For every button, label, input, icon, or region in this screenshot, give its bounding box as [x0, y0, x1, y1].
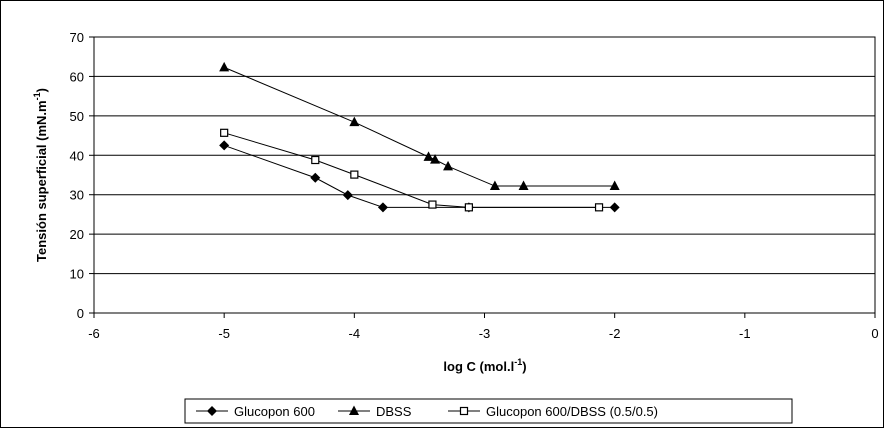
x-tick-label: -2 [609, 326, 621, 341]
data-point [349, 116, 360, 127]
series-line [224, 132, 600, 208]
y-tick-label: 70 [70, 30, 84, 45]
y-tick-label: 60 [70, 69, 84, 84]
x-tick-label: -3 [479, 326, 491, 341]
data-point [423, 151, 434, 161]
data-point [594, 203, 604, 212]
data-point [219, 61, 230, 72]
data-point [443, 160, 454, 171]
y-tick-label: 40 [70, 148, 84, 163]
x-tick-label: -1 [739, 326, 751, 341]
square-marker [459, 406, 469, 416]
y-tick-label: 30 [70, 188, 84, 203]
legend-item: DBSS [338, 404, 412, 419]
x-tick-label: -5 [218, 326, 230, 341]
y-tick-label: 20 [70, 227, 84, 242]
data-point [489, 180, 500, 191]
x-tick-label: -6 [88, 326, 100, 341]
y-tick-label: 10 [70, 267, 84, 282]
y-tick-label: 0 [77, 306, 84, 321]
data-point [609, 202, 620, 213]
data-point [464, 203, 473, 212]
legend-label: DBSS [376, 404, 412, 419]
data-point [219, 140, 230, 151]
y-axis-title: Tensión superficial (mN.m-1) [32, 88, 49, 262]
data-point [220, 128, 229, 137]
legend-item: Glucopon 600 [196, 404, 315, 419]
legend-item: Glucopon 600/DBSS (0.5/0.5) [448, 404, 658, 419]
triangle-marker [349, 405, 359, 415]
series-1 [219, 140, 620, 213]
data-point [430, 154, 441, 164]
data-point [311, 155, 320, 165]
series-group [219, 61, 620, 213]
data-point [609, 180, 620, 191]
data-point [342, 190, 353, 201]
x-tick-label: 0 [871, 326, 878, 341]
diamond-marker [207, 406, 217, 416]
axes: 0 10 20 30 40 50 60 70 -6 -5 -4 -3 -2 -1 0 [70, 30, 879, 341]
data-point [350, 170, 359, 179]
data-point [428, 200, 437, 209]
plot-area [93, 36, 876, 314]
series-2 [219, 61, 620, 191]
legend-label: Glucopon 600/DBSS (0.5/0.5) [486, 404, 658, 419]
data-point [518, 180, 529, 191]
y-tick-label: 50 [70, 109, 84, 124]
grid-lines [94, 75, 875, 275]
legend: Glucopon 600 DBSS Glucopon 600/DBSS (0.5/0… [196, 404, 658, 419]
x-axis-title: log C (mol.l-1) [443, 357, 526, 374]
series-3 [220, 128, 604, 212]
data-point [377, 202, 388, 213]
series-line [223, 66, 615, 187]
legend-box [184, 398, 793, 424]
data-point [310, 172, 321, 183]
x-tick-label: -4 [349, 326, 361, 341]
legend-label: Glucopon 600 [234, 404, 315, 419]
